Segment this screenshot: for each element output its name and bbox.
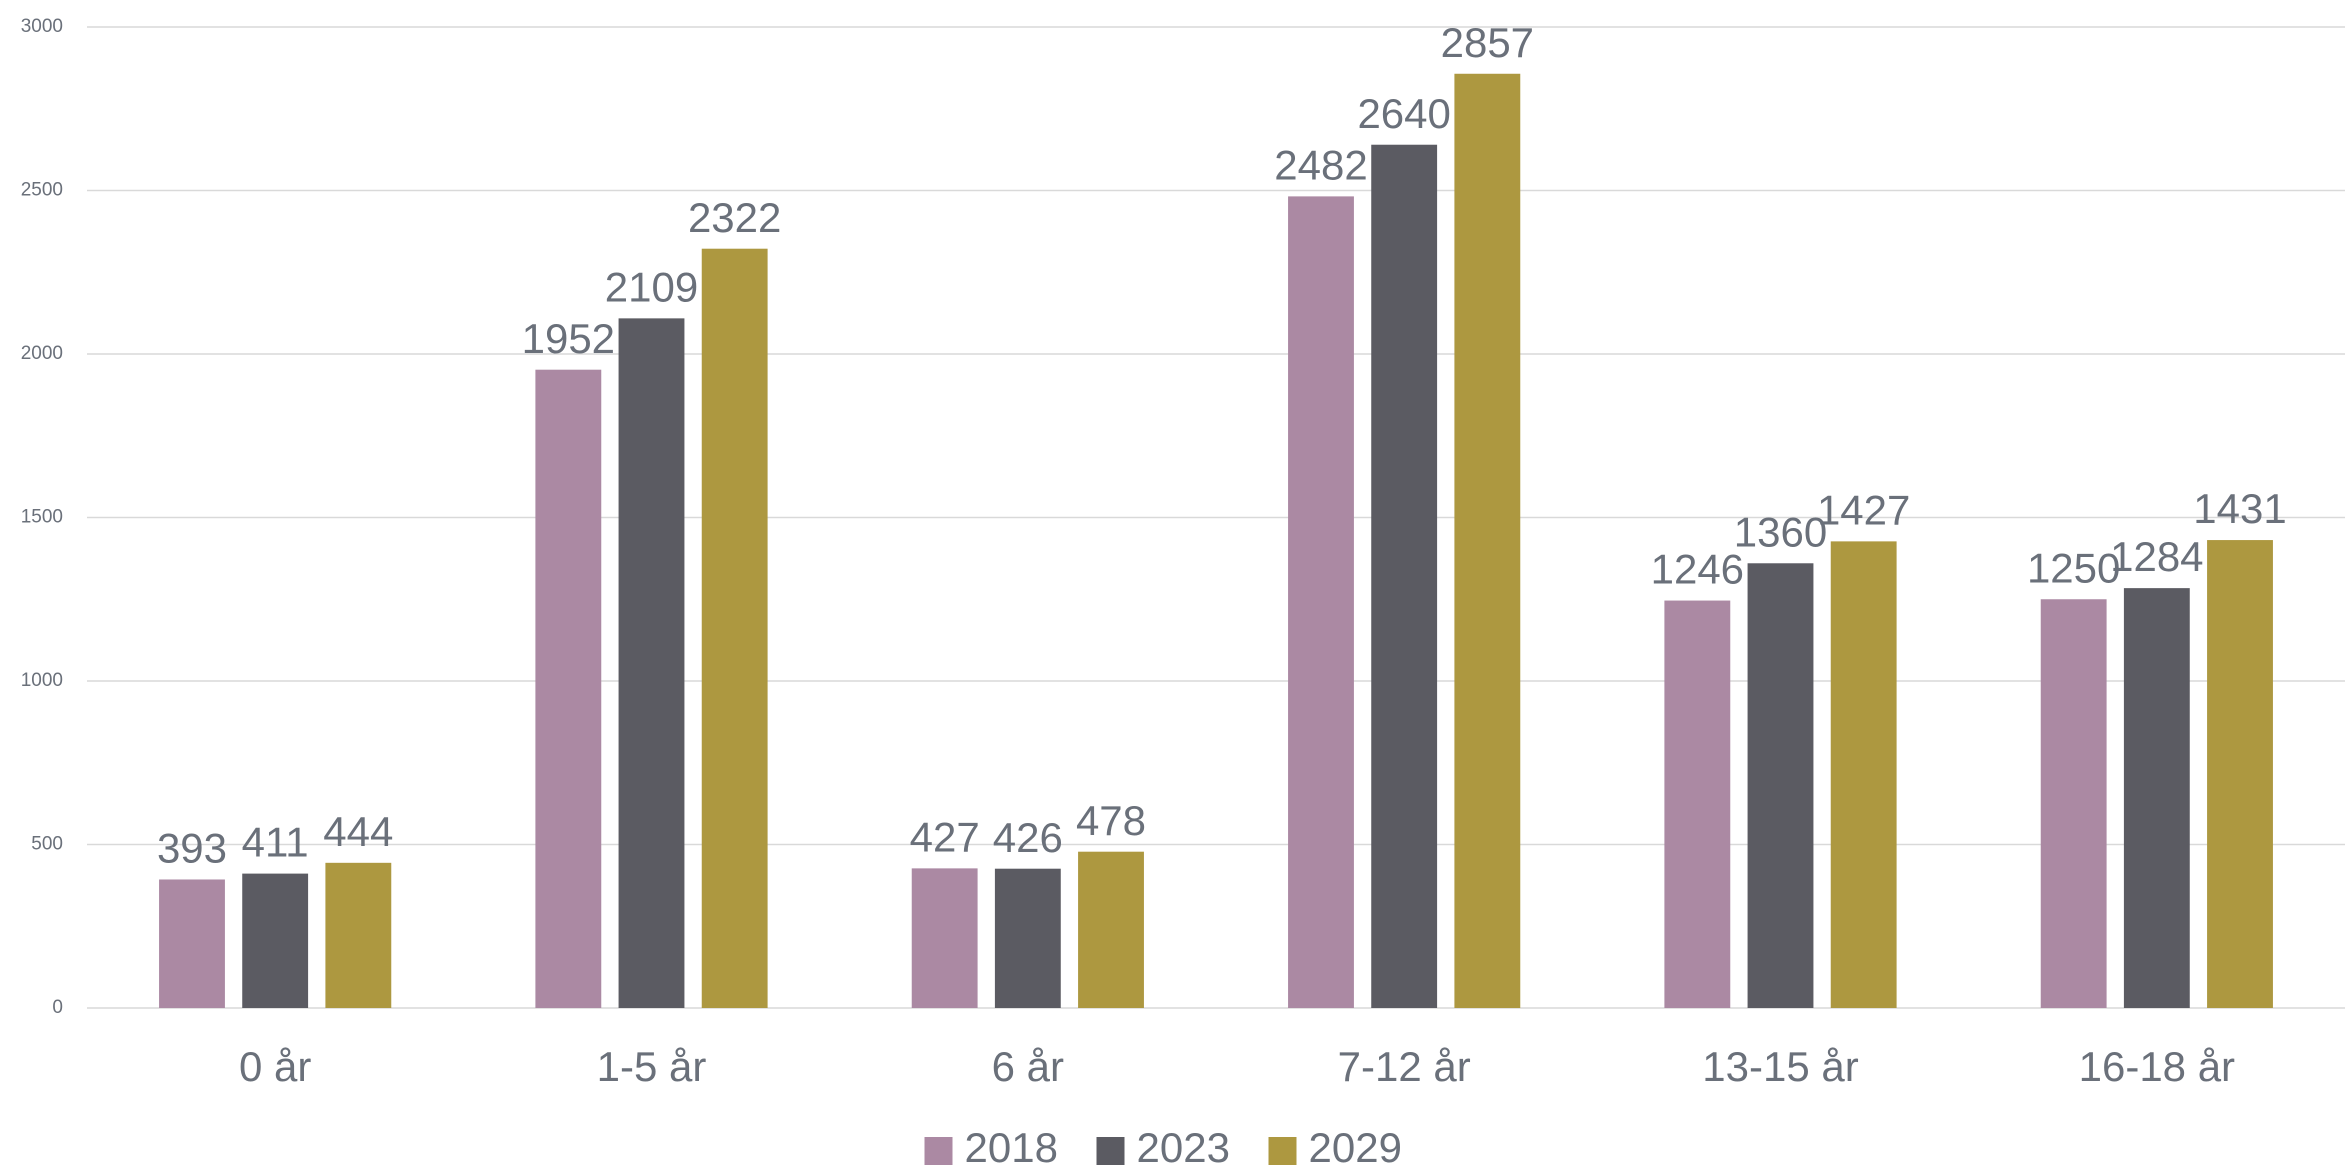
- data-label: 444: [323, 808, 393, 855]
- bar: [618, 318, 685, 1008]
- x-tick-label: 13-15 år: [1702, 1043, 1858, 1090]
- bar: [1454, 73, 1521, 1009]
- bar: [701, 248, 768, 1008]
- data-label: 1431: [2193, 485, 2286, 532]
- data-label: 2857: [1441, 19, 1534, 66]
- legend-label: 2029: [1309, 1124, 1402, 1170]
- legend-swatch: [1096, 1137, 1125, 1165]
- bar: [1078, 851, 1144, 1008]
- bar: [994, 868, 1061, 1008]
- bar: [535, 369, 602, 1008]
- data-label: 1250: [2027, 544, 2120, 591]
- y-tick-label: 0: [52, 997, 63, 1018]
- legend-swatch: [924, 1137, 953, 1165]
- data-label: 1284: [2110, 533, 2203, 580]
- bar: [911, 868, 978, 1008]
- bar: [1830, 541, 1897, 1008]
- bar: [1371, 144, 1438, 1009]
- x-tick-label: 7-12 år: [1338, 1043, 1471, 1090]
- legend-label: 2023: [1137, 1124, 1230, 1170]
- data-label: 427: [910, 813, 980, 860]
- data-label: 426: [993, 814, 1063, 861]
- data-label: 1246: [1651, 546, 1744, 593]
- data-label: 1952: [522, 315, 615, 362]
- data-label: 478: [1076, 797, 1146, 844]
- y-tick-label: 1000: [21, 670, 63, 691]
- y-tick-label: 3000: [21, 16, 63, 37]
- data-label: 2109: [605, 263, 698, 310]
- bar: [1288, 196, 1354, 1009]
- bar: [1664, 600, 1731, 1008]
- bar: [2207, 540, 2273, 1008]
- bar: [2040, 599, 2107, 1008]
- data-label: 393: [157, 825, 227, 872]
- data-label: 411: [242, 819, 309, 866]
- x-tick-label: 1-5 år: [597, 1043, 707, 1090]
- y-tick-label: 2000: [21, 343, 63, 364]
- x-tick-label: 6 år: [992, 1043, 1064, 1090]
- bar: [242, 873, 309, 1008]
- legend-label: 2018: [965, 1124, 1058, 1170]
- data-label: 2322: [688, 194, 781, 241]
- x-tick-label: 0 år: [239, 1043, 311, 1090]
- bar: [325, 862, 392, 1008]
- data-label: 1360: [1734, 508, 1827, 555]
- data-label: 2482: [1274, 141, 1367, 188]
- bar: [1747, 563, 1814, 1008]
- legend-swatch: [1268, 1137, 1297, 1165]
- y-tick-label: 500: [31, 834, 63, 855]
- bar: [2123, 588, 2190, 1008]
- y-tick-label: 2500: [21, 180, 63, 201]
- data-label: 1427: [1817, 486, 1910, 533]
- data-label: 2640: [1357, 90, 1450, 137]
- bar: [159, 879, 225, 1008]
- y-tick-label: 1500: [21, 507, 63, 528]
- x-tick-label: 16-18 år: [2079, 1043, 2235, 1090]
